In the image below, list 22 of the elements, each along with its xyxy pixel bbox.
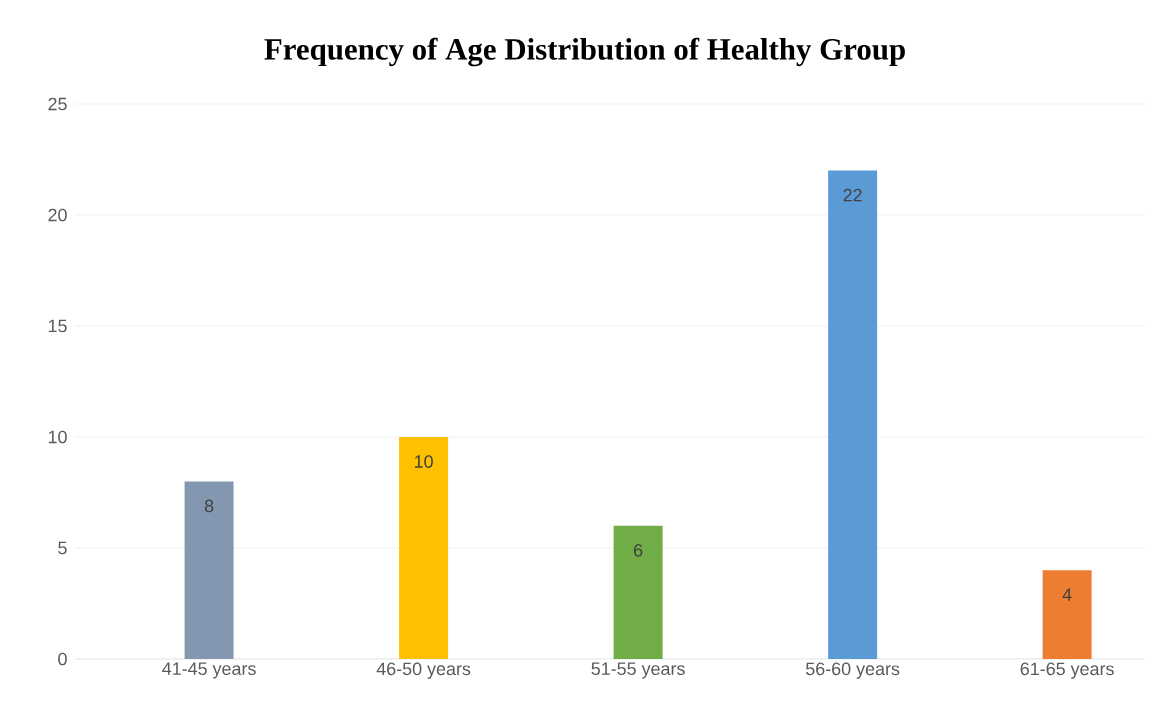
y-tick-label: 15	[48, 319, 67, 333]
bar	[613, 525, 663, 659]
x-tick-label: 51-55 years	[591, 662, 685, 679]
bar	[184, 481, 234, 659]
y-tick-label: 20	[48, 208, 67, 222]
y-tick-label: 10	[48, 430, 67, 444]
data-label: 10	[414, 455, 433, 468]
data-label: 4	[1062, 588, 1072, 601]
bar	[828, 170, 878, 659]
bar	[399, 436, 449, 659]
data-label: 22	[843, 188, 862, 202]
x-tick-label: 56-60 years	[805, 662, 900, 679]
y-tick-label: 0	[58, 652, 67, 666]
bar	[1042, 570, 1092, 659]
data-label: 6	[634, 543, 643, 557]
y-tick-label: 25	[48, 97, 67, 111]
data-label: 8	[204, 499, 214, 513]
chart-title: Frequency of Age Distribution of Healthy Group	[264, 37, 905, 67]
x-tick-label: 41-45 years	[162, 662, 256, 679]
y-tick-label: 5	[58, 541, 67, 555]
x-tick-label: 46-50 years	[376, 662, 471, 679]
x-tick-label: 61-65 years	[1020, 662, 1114, 679]
